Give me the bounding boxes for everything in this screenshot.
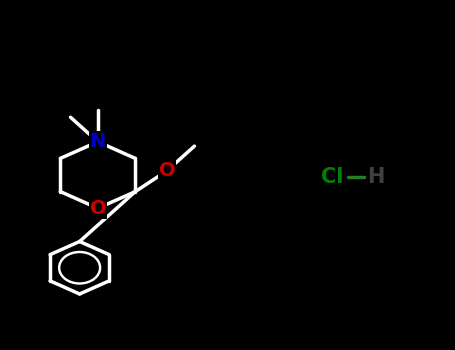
Text: H: H (367, 167, 384, 187)
Text: Cl: Cl (321, 167, 344, 187)
Text: O: O (90, 199, 106, 218)
Text: N: N (90, 132, 106, 151)
Text: O: O (159, 161, 176, 180)
